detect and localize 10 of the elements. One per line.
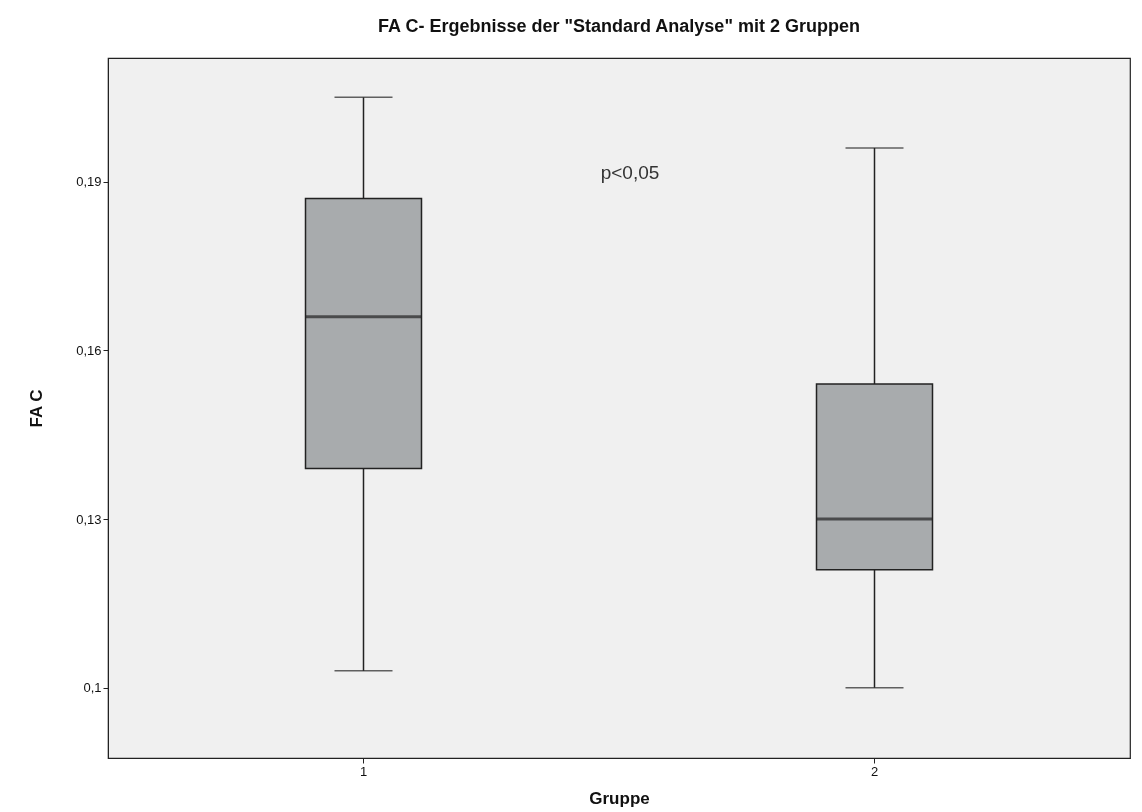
- y-tick-label: 0,13: [76, 511, 102, 527]
- x-tick-label: 2: [870, 763, 879, 779]
- y-tick-label: 0,19: [76, 174, 102, 190]
- x-tick-label: 1: [359, 763, 368, 779]
- y-axis-title: FA C: [27, 389, 47, 428]
- chart-title: FA C- Ergebnisse der "Standard Analyse" mit 2 Gruppen: [378, 16, 860, 36]
- y-tick-label: 0,16: [76, 342, 102, 358]
- annotation: p<0,05: [600, 162, 660, 183]
- x-axis-title: Gruppe: [589, 788, 650, 808]
- y-tick-label: 0,1: [83, 680, 102, 696]
